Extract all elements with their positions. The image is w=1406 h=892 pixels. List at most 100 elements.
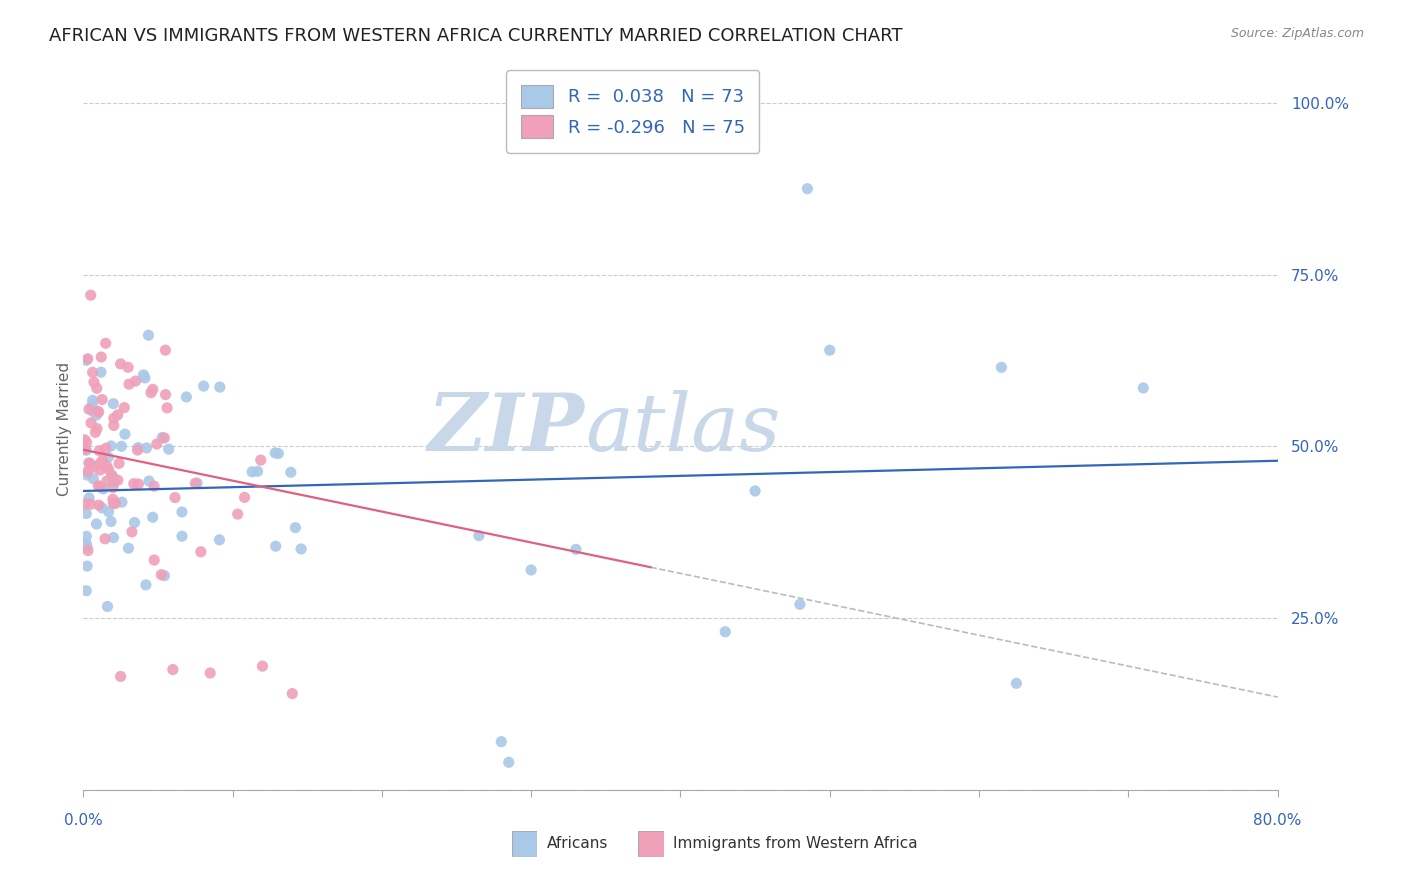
Point (76, 468, 98, 483)
Point (990, 360, 1012, 375)
Point (77, 543, 100, 558)
Point (107, 408, 129, 422)
Point (103, 531, 125, 545)
Point (150, 567, 173, 582)
Point (108, 456, 131, 470)
Point (132, 368, 155, 382)
Point (281, 687, 304, 701)
Point (818, 343, 841, 358)
Point (124, 374, 146, 388)
Point (75, 443, 97, 458)
Point (208, 380, 231, 394)
Point (122, 476, 145, 491)
Text: 0.0%: 0.0% (63, 814, 103, 829)
Point (75, 583, 97, 598)
Point (176, 390, 198, 404)
Point (156, 401, 179, 415)
Point (73, 442, 96, 457)
Point (76, 351, 98, 366)
Point (107, 473, 129, 487)
Point (162, 663, 184, 677)
Point (101, 470, 124, 484)
Point (138, 474, 160, 488)
Point (290, 541, 312, 556)
Point (520, 563, 543, 577)
Point (153, 431, 176, 445)
Point (91, 453, 114, 467)
Text: Africans: Africans (547, 836, 609, 851)
Point (157, 442, 180, 457)
Point (101, 492, 124, 507)
FancyBboxPatch shape (512, 831, 537, 856)
Point (249, 453, 271, 467)
Point (104, 496, 127, 510)
Point (83, 375, 105, 389)
Point (127, 477, 149, 491)
Point (252, 659, 274, 673)
Point (80, 497, 103, 511)
Point (103, 496, 125, 510)
Point (138, 328, 160, 343)
Point (76, 435, 98, 450)
Point (84, 425, 107, 440)
Point (186, 476, 208, 491)
Point (75, 529, 97, 543)
Point (110, 669, 132, 683)
Point (714, 624, 737, 639)
Point (89, 457, 111, 471)
Point (73, 497, 96, 511)
Point (76, 465, 98, 479)
Text: 80.0%: 80.0% (1253, 814, 1302, 829)
Point (80, 288, 103, 302)
Point (110, 357, 132, 371)
Point (94, 532, 117, 546)
Point (118, 377, 141, 392)
Point (76, 559, 98, 574)
Point (264, 539, 287, 553)
Point (96, 459, 118, 474)
Point (90, 365, 112, 379)
Point (87, 479, 110, 493)
Point (82, 398, 104, 412)
Point (142, 510, 165, 524)
Point (103, 397, 125, 411)
Point (226, 507, 249, 521)
Point (103, 418, 125, 433)
Point (208, 533, 231, 547)
Point (77, 402, 100, 417)
Point (233, 491, 256, 505)
Point (246, 464, 269, 478)
Point (121, 524, 143, 539)
Point (139, 385, 162, 400)
Point (145, 437, 167, 451)
Point (565, 542, 588, 557)
Point (100, 439, 122, 453)
Point (80, 416, 103, 430)
Point (491, 734, 513, 748)
Point (170, 529, 193, 543)
Point (84, 408, 107, 422)
Point (86, 422, 108, 436)
Point (75, 353, 97, 368)
Text: Immigrants from Western Africa: Immigrants from Western Africa (673, 836, 918, 851)
Point (73, 433, 96, 447)
Point (77, 456, 100, 470)
Point (89, 443, 111, 458)
Point (124, 516, 146, 530)
Y-axis label: Currently Married: Currently Married (58, 362, 72, 496)
Point (135, 441, 157, 455)
Point (744, 483, 766, 498)
Point (94, 336, 117, 351)
Point (96, 474, 118, 488)
Point (498, 756, 520, 770)
FancyBboxPatch shape (638, 831, 664, 856)
Point (127, 443, 149, 458)
Point (90, 350, 112, 364)
Point (76, 540, 98, 554)
Point (135, 578, 157, 592)
Point (91, 392, 114, 407)
Point (87, 405, 110, 419)
Text: Source: ZipAtlas.com: Source: ZipAtlas.com (1230, 27, 1364, 40)
Point (91, 500, 114, 515)
Point (267, 446, 290, 460)
